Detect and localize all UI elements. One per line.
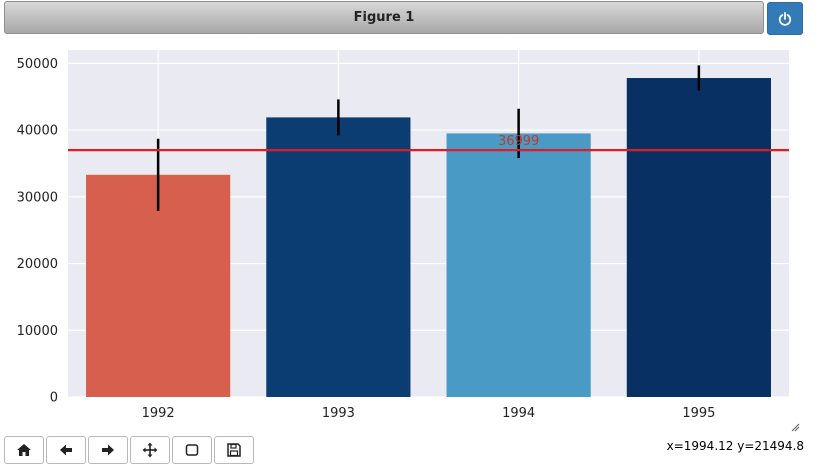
y-tick-label: 20000 [17,257,58,272]
power-icon [778,11,792,26]
cursor-coordinates: x=1994.12 y=21494.8 [666,439,804,453]
x-tick-label: 1995 [682,406,715,421]
home-icon [17,444,31,456]
zoom-rect-icon [185,444,199,456]
y-tick-label: 30000 [17,190,58,205]
arrow-right-icon [102,444,114,456]
y-tick-label: 0 [50,391,58,406]
figure-titlebar: Figure 1 [4,1,764,34]
bar-1994 [446,133,591,397]
bar-1995 [626,78,771,398]
navigation-toolbar [4,436,256,464]
home-button[interactable] [4,436,44,464]
forward-button[interactable] [88,436,128,464]
y-tick-label: 50000 [17,57,58,72]
save-icon [227,443,241,457]
arrow-left-icon [60,444,72,456]
x-tick-label: 1993 [322,406,355,421]
power-button[interactable] [767,2,803,35]
bar-chart: 36999 0 10000 20000 30000 40000 50000 1992 1993 1… [17,50,789,421]
zoom-button[interactable] [172,436,212,464]
y-tick-label: 40000 [17,124,58,139]
move-icon [142,442,158,458]
reference-line-label: 36999 [498,134,539,149]
x-tick-label: 1992 [142,406,175,421]
pan-button[interactable] [130,436,170,464]
bar-1992 [86,174,231,397]
figure-title: Figure 1 [353,10,415,25]
bar-1993 [266,117,411,398]
resize-grip-icon[interactable] [790,422,800,432]
y-tick-label: 10000 [17,324,58,339]
x-tick-label: 1994 [502,406,535,421]
save-button[interactable] [214,436,254,464]
back-button[interactable] [46,436,86,464]
